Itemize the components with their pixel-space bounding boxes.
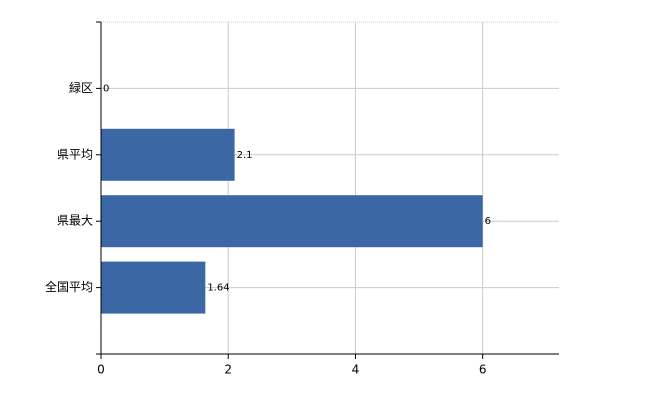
x-tick-label: 2 xyxy=(224,363,232,377)
x-tick-label: 0 xyxy=(97,363,105,377)
y-tick-label: 緑区 xyxy=(69,80,93,95)
value-label: 6 xyxy=(485,216,491,227)
value-label: 0 xyxy=(103,83,109,94)
value-label: 1.64 xyxy=(207,283,229,294)
bar xyxy=(101,128,235,181)
x-tick-label: 6 xyxy=(479,363,487,377)
y-tick-label: 県最大 xyxy=(57,214,93,228)
y-tick-label: 県平均 xyxy=(57,147,93,161)
x-tick-label: 4 xyxy=(352,363,360,377)
bar xyxy=(101,195,483,248)
y-tick-label: 全国平均 xyxy=(45,279,93,294)
value-label: 2.1 xyxy=(237,150,253,161)
bar xyxy=(101,261,206,314)
